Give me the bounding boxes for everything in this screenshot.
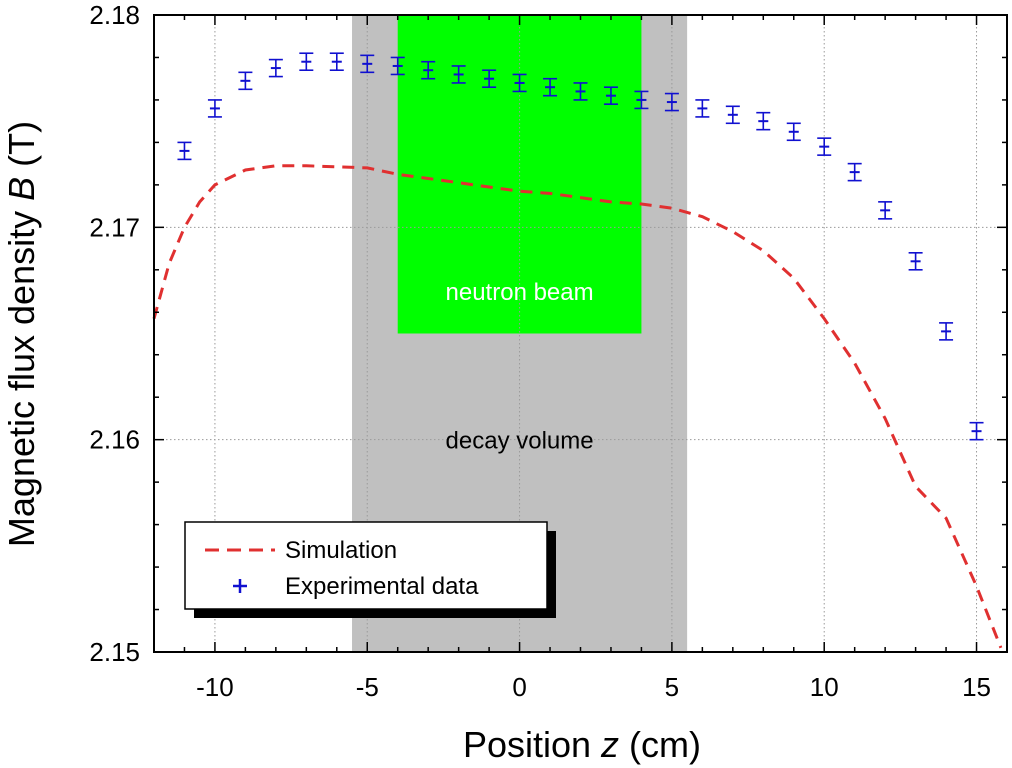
data-point	[786, 122, 801, 142]
y-axis-title-suffix: (T)	[1, 121, 42, 177]
data-point	[207, 99, 222, 118]
y-tick-label: 2.16	[89, 425, 140, 455]
data-point	[238, 71, 253, 91]
data-point	[329, 52, 344, 72]
data-point	[603, 86, 618, 105]
data-point	[878, 201, 893, 220]
legend-box	[184, 521, 548, 610]
x-axis-title-variable: z	[600, 724, 619, 765]
data-point	[482, 69, 497, 88]
data-series	[152, 52, 1003, 649]
y-axis-title-prefix: Magnetic flux density	[1, 201, 42, 547]
x-axis-title-prefix: Position	[463, 724, 601, 765]
x-tick-label: 5	[665, 672, 679, 702]
legend-experimental-label: Experimental data	[285, 573, 479, 600]
x-axis-title-suffix: (cm)	[619, 724, 701, 765]
data-point	[847, 162, 862, 182]
x-tick-label: -5	[356, 672, 379, 702]
x-tick-label: -10	[196, 672, 234, 702]
data-point	[299, 52, 314, 72]
data-point	[969, 421, 984, 441]
y-axis-title: Magnetic flux density B (T)	[1, 121, 42, 547]
data-point	[908, 252, 923, 271]
data-point	[421, 60, 436, 80]
legend-simulation-label: Simulation	[285, 537, 397, 564]
neutron-beam-label: neutron beam	[446, 279, 594, 306]
data-point	[695, 99, 710, 118]
data-point	[451, 65, 466, 84]
y-tick-label: 2.15	[89, 637, 140, 667]
region-labels: decay volume neutron beam	[446, 279, 594, 455]
data-point	[664, 92, 679, 112]
axis-ticks: -10 -5 0 5 10 15 2.15 2.16 2.17 2.18	[89, 0, 1008, 702]
data-point	[573, 82, 588, 101]
data-point	[512, 73, 527, 93]
data-point	[390, 56, 405, 76]
x-tick-label: 10	[810, 672, 839, 702]
legend: Simulation Experimental data	[184, 521, 556, 618]
x-tick-label: 15	[962, 672, 991, 702]
data-point	[268, 58, 283, 78]
simulation-curve	[152, 164, 1003, 649]
data-point	[177, 141, 192, 161]
data-point	[817, 137, 832, 156]
y-axis-title-variable: B	[1, 177, 42, 201]
legend-experimental-swatch	[233, 579, 247, 593]
decay-volume-label: decay volume	[446, 428, 594, 455]
y-tick-label: 2.18	[89, 0, 140, 30]
data-point	[725, 105, 740, 125]
data-point	[543, 77, 558, 97]
x-axis-title: Position z (cm)	[463, 724, 701, 765]
x-tick-label: 0	[512, 672, 526, 702]
data-point	[756, 111, 771, 131]
data-point	[360, 54, 375, 74]
data-point	[634, 90, 649, 110]
data-point	[939, 322, 954, 341]
y-tick-label: 2.17	[89, 212, 140, 242]
